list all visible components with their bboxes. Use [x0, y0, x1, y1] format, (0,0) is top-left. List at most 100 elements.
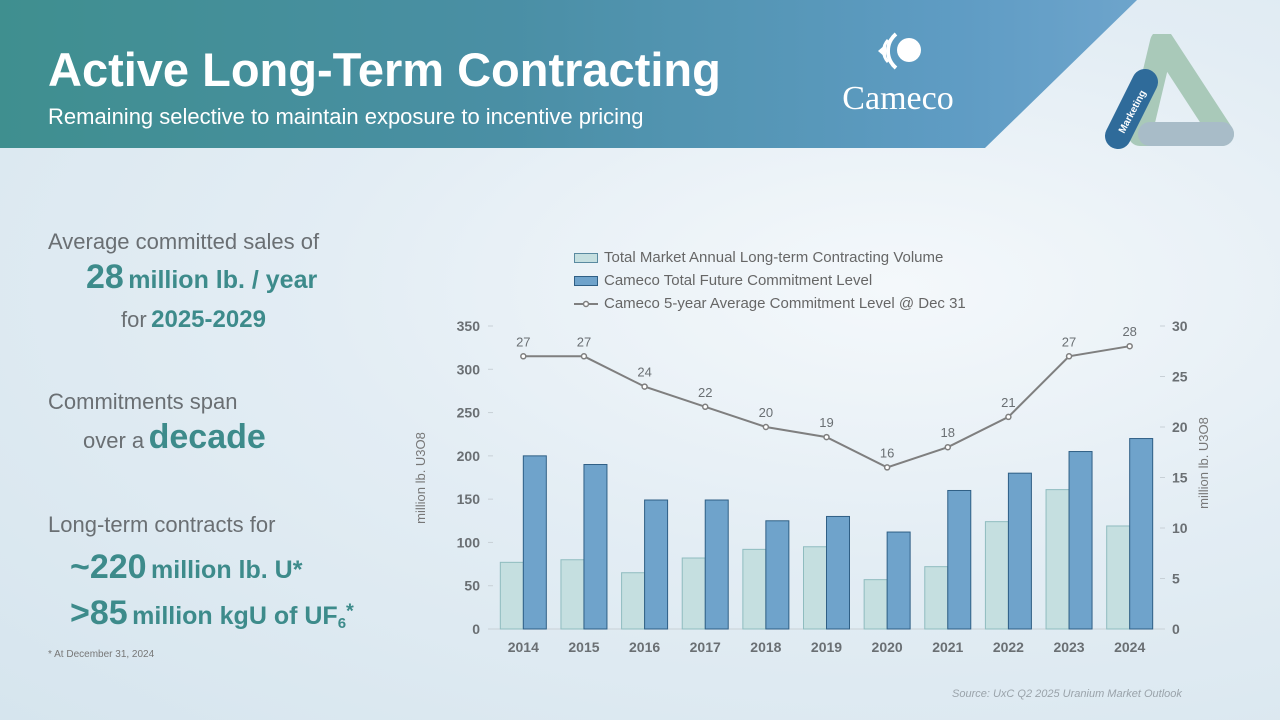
line-data-label: 20	[759, 405, 773, 420]
header-banner	[0, 0, 1137, 148]
page-title: Active Long-Term Contracting	[48, 43, 721, 96]
bar-market	[1045, 489, 1070, 630]
bar-market	[803, 546, 827, 630]
line-data-label: 27	[577, 334, 591, 349]
y-tick-label: 150	[457, 491, 481, 507]
y-tick-label: 300	[457, 361, 481, 377]
avg-prefix: Average committed sales of	[48, 229, 320, 254]
line-data-label: 19	[819, 415, 833, 430]
y2-tick-label: 20	[1172, 419, 1188, 435]
y2-tick-label: 5	[1172, 571, 1180, 587]
bar-cameco	[765, 520, 790, 630]
y-tick-label: 100	[457, 534, 481, 550]
legend-market: Total Market Annual Long-term Contractin…	[574, 246, 966, 269]
bar-market	[1106, 525, 1131, 630]
source-note: Source: UxC Q2 2025 Uranium Market Outlo…	[952, 688, 1182, 700]
bar-market	[499, 561, 524, 630]
page-subtitle: Remaining selective to maintain exposure…	[48, 104, 644, 129]
x-tick-label: 2021	[932, 639, 963, 655]
line-data-label: 27	[516, 334, 530, 349]
line-data-label: 28	[1122, 324, 1136, 339]
bar-cameco	[1007, 472, 1032, 630]
line-point	[520, 353, 527, 360]
x-tick-label: 2016	[629, 639, 660, 655]
line-data-label: 27	[1062, 334, 1076, 349]
y-tick-label: 200	[457, 448, 481, 464]
legend-label-average: Cameco 5-year Average Commitment Level @…	[604, 295, 966, 312]
cameco-logo-icon	[878, 32, 921, 70]
legend-average: Cameco 5-year Average Commitment Level @…	[574, 292, 966, 315]
marketing-badge: Marketing	[1100, 30, 1240, 164]
bar-cameco	[1068, 451, 1093, 630]
bar-cameco	[1129, 438, 1154, 630]
span-line: over a decade	[83, 418, 266, 457]
x-tick-label: 2020	[872, 639, 903, 655]
line-point	[641, 383, 648, 390]
x-tick-label: 2023	[1053, 639, 1084, 655]
lt-line2: >85 million kgU of UF6*	[70, 594, 354, 633]
lt-value2: >85	[70, 594, 128, 632]
bar-cameco	[644, 499, 669, 630]
series-line-average	[523, 345, 1130, 469]
avg-line: 28 million lb. / year	[86, 258, 317, 297]
bar-market	[681, 557, 706, 630]
legend-swatch-cameco	[574, 275, 598, 286]
line-point	[1005, 413, 1012, 421]
x-tick-label: 2024	[1114, 639, 1145, 655]
bar-market	[742, 548, 767, 630]
x-tick-label: 2014	[508, 639, 539, 655]
y2-tick-label: 15	[1172, 470, 1188, 486]
bar-cameco	[886, 531, 911, 630]
lt-value1: ~220	[70, 548, 147, 586]
x-tick-label: 2017	[690, 639, 721, 655]
lt-sub2: 6	[337, 615, 347, 633]
span-prefix: Commitments span	[48, 389, 238, 414]
avg-value: 28	[86, 258, 124, 296]
lt-unit2: million kgU of UF	[132, 602, 338, 630]
bar-cameco	[704, 499, 729, 630]
line-data-label: 16	[880, 445, 894, 460]
lt-prefix: Long-term contracts for	[48, 512, 276, 537]
lt-line1: ~220 million lb. U*	[70, 548, 302, 587]
line-data-label: 24	[637, 365, 651, 380]
lt-unit1: million lb. U*	[151, 556, 303, 584]
y2-axis-label: million lb. U3O8	[1196, 417, 1211, 509]
line-point	[883, 464, 891, 471]
y-tick-label: 250	[457, 405, 481, 421]
y-tick-label: 0	[472, 621, 480, 637]
y-tick-label: 50	[464, 578, 480, 594]
marketing-triangle-icon: Marketing	[1105, 30, 1234, 149]
bar-market	[924, 566, 949, 630]
line-point	[701, 403, 709, 411]
bar-cameco	[826, 515, 850, 630]
line-data-label: 21	[1001, 395, 1015, 410]
x-tick-label: 2018	[750, 639, 781, 655]
bar-market	[621, 572, 646, 630]
line-point	[1126, 342, 1133, 350]
x-tick-label: 2022	[993, 639, 1024, 655]
bar-cameco	[947, 489, 972, 630]
bar-market	[560, 559, 585, 630]
bar-cameco	[583, 464, 608, 630]
cameco-logo-text: Cameco	[842, 80, 954, 117]
bar-cameco	[522, 455, 547, 630]
footnote: * At December 31, 2024	[48, 649, 155, 660]
chart-legend: Total Market Annual Long-term Contractin…	[574, 246, 966, 315]
legend-swatch-market	[574, 252, 598, 263]
line-point	[944, 443, 952, 451]
y-axis-label: million lb. U3O8	[413, 432, 428, 524]
line-point	[1065, 353, 1073, 360]
legend-label-market: Total Market Annual Long-term Contractin…	[604, 249, 944, 266]
y2-tick-label: 25	[1172, 369, 1188, 385]
legend-label-cameco: Cameco Total Future Commitment Level	[604, 272, 873, 289]
avg-unit: million lb. / year	[128, 266, 318, 294]
avg-for: for	[121, 307, 147, 332]
y-tick-label: 350	[457, 318, 481, 334]
lt-star2: *	[346, 600, 354, 623]
line-point	[580, 353, 588, 360]
line-data-label: 18	[941, 425, 955, 440]
span-over: over a	[83, 428, 145, 453]
bar-market	[984, 521, 1009, 630]
x-tick-label: 2015	[568, 639, 599, 655]
